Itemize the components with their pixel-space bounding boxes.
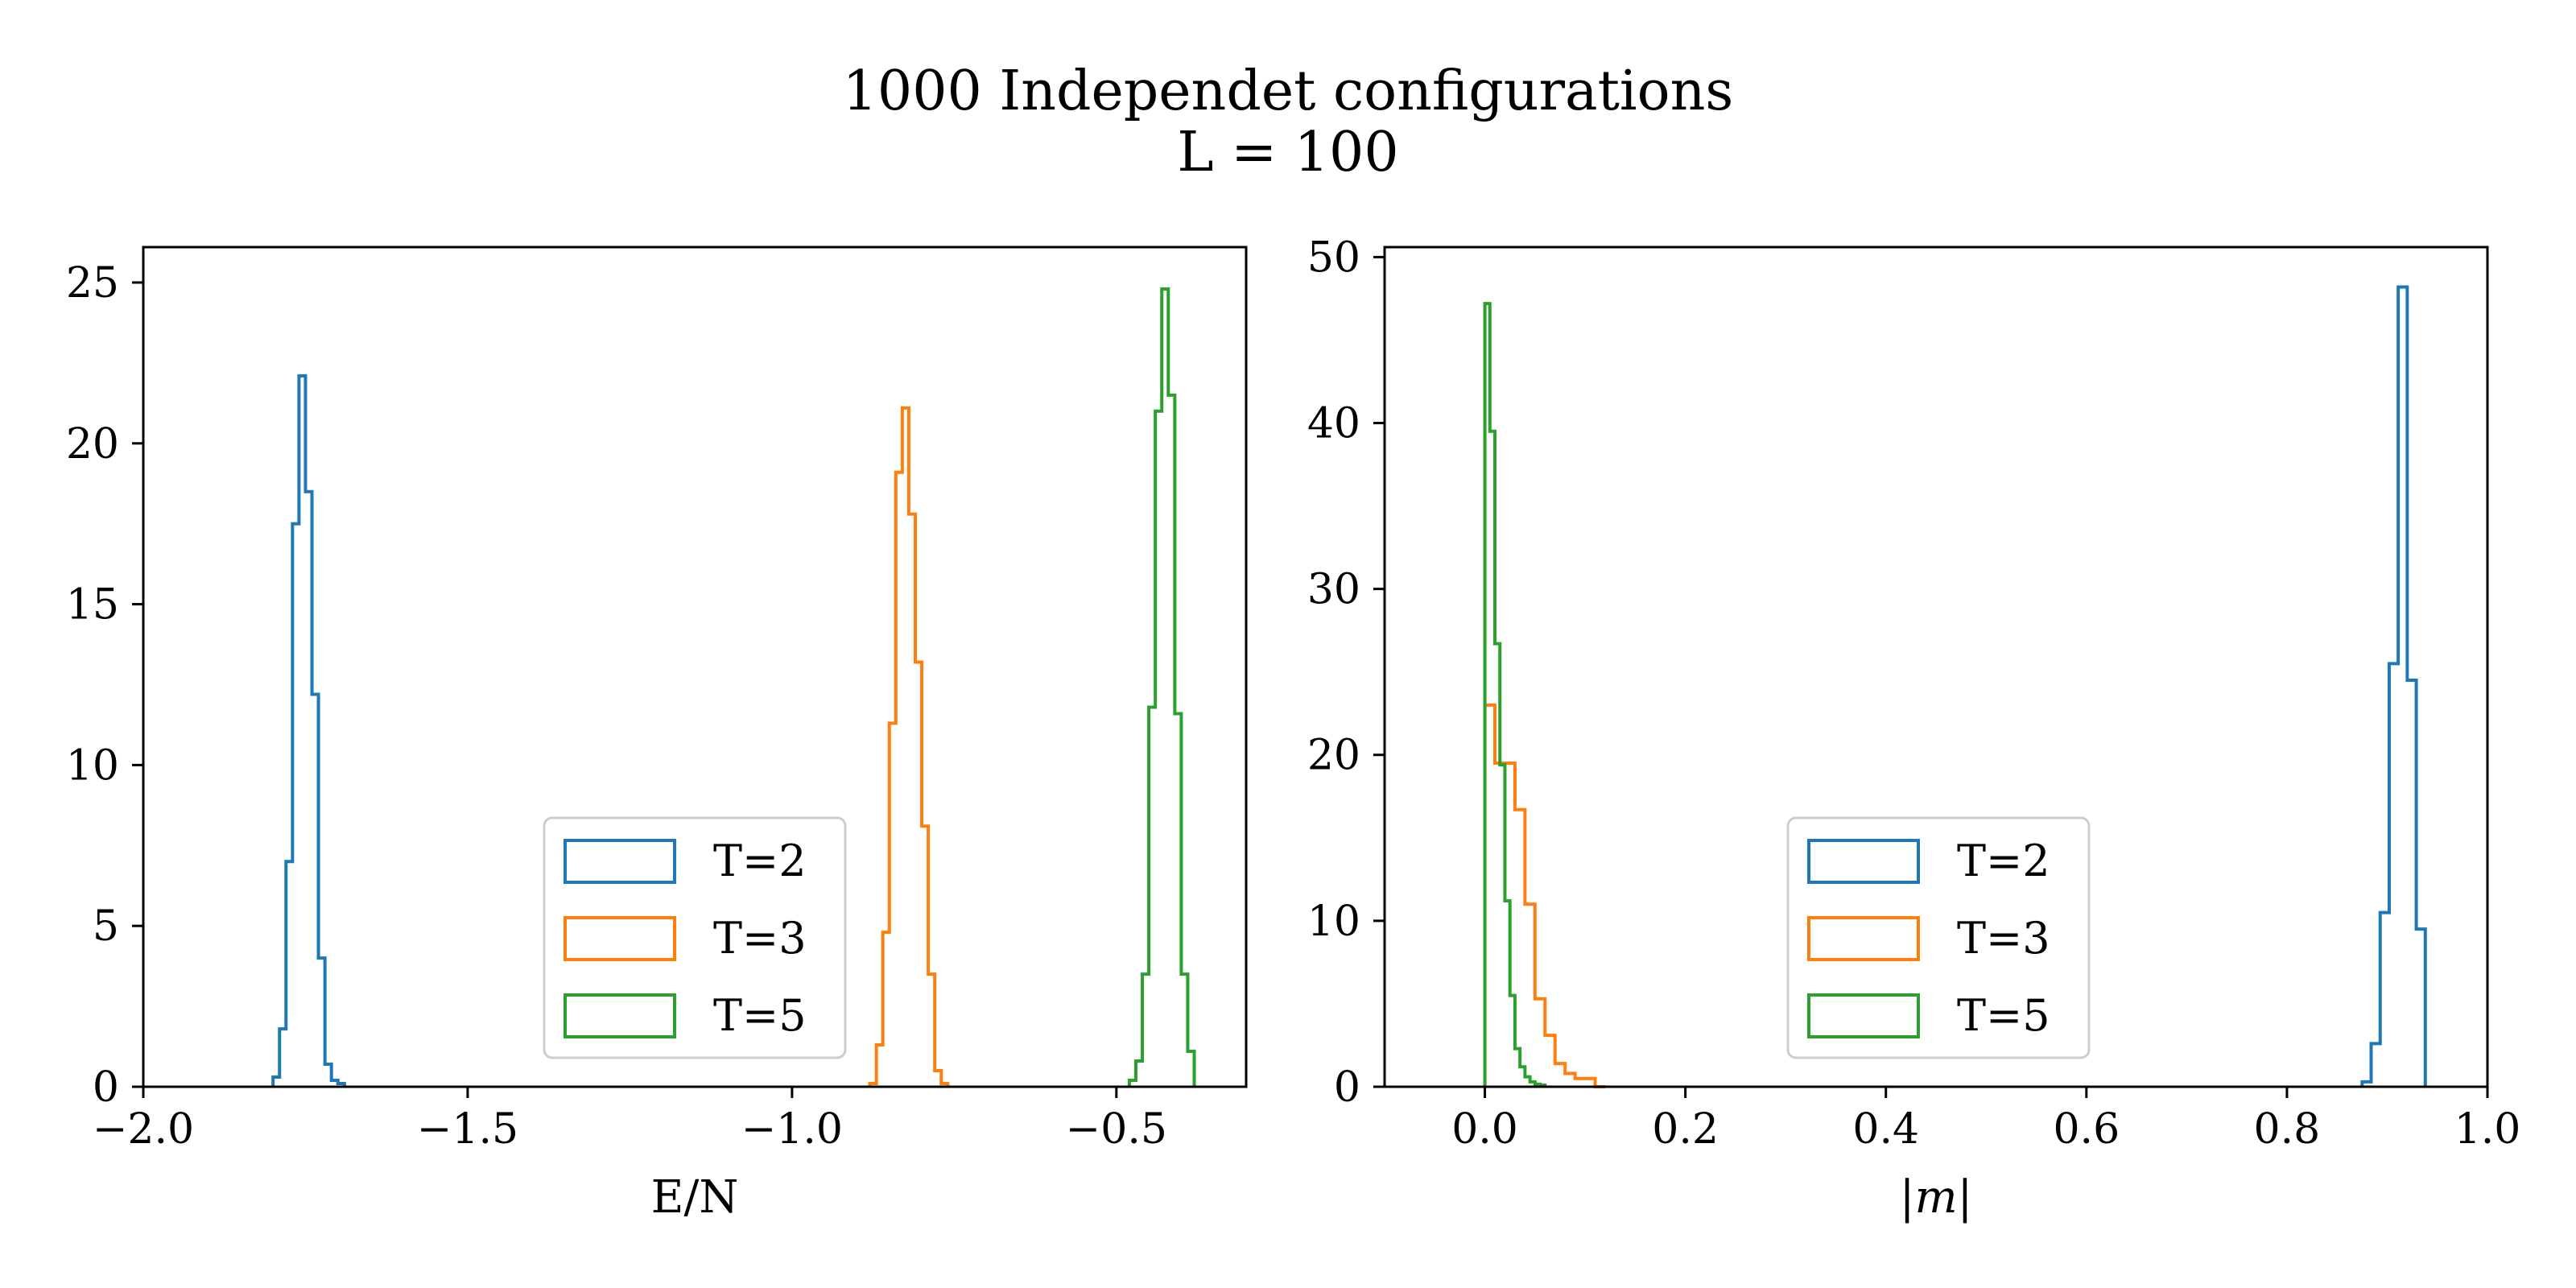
magnetization-histogram-panel: 0.0 0.2 0.4 0.6 0.8 1.001020304050|m|T=2T=3T=… (1307, 233, 2521, 1224)
y-tick-label: 10 (1307, 898, 1360, 946)
legend-swatch-t3 (1807, 916, 1920, 961)
x-tick-label: 1.0 (2454, 1105, 2521, 1154)
legend-swatch-t2 (1807, 839, 1920, 884)
histogram-step-t3 (868, 406, 950, 1087)
y-tick-label: 10 (66, 741, 119, 790)
y-tick-label: 25 (66, 259, 119, 308)
x-tick-label: 0.0 (1451, 1105, 1518, 1154)
x-tick-label: 0.4 (1852, 1105, 1919, 1154)
legend: T=2 T=3 T=5 (1786, 816, 2091, 1059)
y-tick-label: 0 (1334, 1063, 1360, 1112)
legend-box (543, 816, 847, 1059)
histogram-step-t2 (2360, 285, 2427, 1087)
histogram-step-t2 (271, 374, 346, 1087)
legend-label: T=5 (1957, 990, 2050, 1041)
y-tick-label: 30 (1307, 566, 1360, 614)
y-tick-label: 20 (1307, 732, 1360, 780)
figure-title-line-1: 1000 Independet configurations (842, 60, 1734, 123)
legend-swatch-t2 (564, 839, 676, 884)
legend-swatch-t3 (564, 916, 676, 961)
histogram-step-t5 (1127, 287, 1196, 1087)
figure-title-line-2: L = 100 (1177, 121, 1399, 184)
legend-box (1786, 816, 2091, 1059)
y-tick-label: 5 (93, 902, 119, 951)
x-tick-label: 0.2 (1652, 1105, 1719, 1154)
energy-histogram-panel: −2.0 −1.5 −1.0 −0.5 0 5 10 15 20 25 E/N T=2 T=3 T=5 (66, 246, 1248, 1224)
legend-label: T=5 (713, 990, 807, 1041)
x-tick-label: −1.5 (417, 1105, 518, 1154)
x-axis-label: E/N (651, 1171, 739, 1224)
y-tick-label: 40 (1307, 399, 1360, 448)
legend-label: T=2 (1957, 836, 2050, 886)
legend-swatch-t5 (564, 993, 676, 1038)
legend-label: T=3 (713, 913, 807, 964)
legend-label: T=2 (713, 836, 807, 886)
legend-label: T=3 (1957, 913, 2050, 964)
axes-frame (1383, 246, 2489, 1088)
y-tick-label: 0 (93, 1063, 119, 1112)
axes-frame (142, 246, 1248, 1088)
x-axis-label: |m| (1900, 1171, 1973, 1224)
legend: T=2 T=3 T=5 (543, 816, 847, 1059)
x-tick-label: −1.0 (741, 1105, 843, 1154)
y-tick-label: 50 (1307, 233, 1360, 282)
x-tick-label: 0.8 (2254, 1105, 2321, 1154)
y-tick-label: 20 (66, 420, 119, 469)
histogram-step-t5 (1483, 302, 1547, 1087)
legend-swatch-t5 (1807, 993, 1920, 1038)
x-tick-label: −0.5 (1066, 1105, 1167, 1154)
histogram-step-t3 (1483, 703, 1605, 1088)
x-tick-label: −2.0 (93, 1105, 194, 1154)
x-tick-label: 0.6 (2053, 1105, 2120, 1154)
y-tick-label: 15 (66, 581, 119, 630)
